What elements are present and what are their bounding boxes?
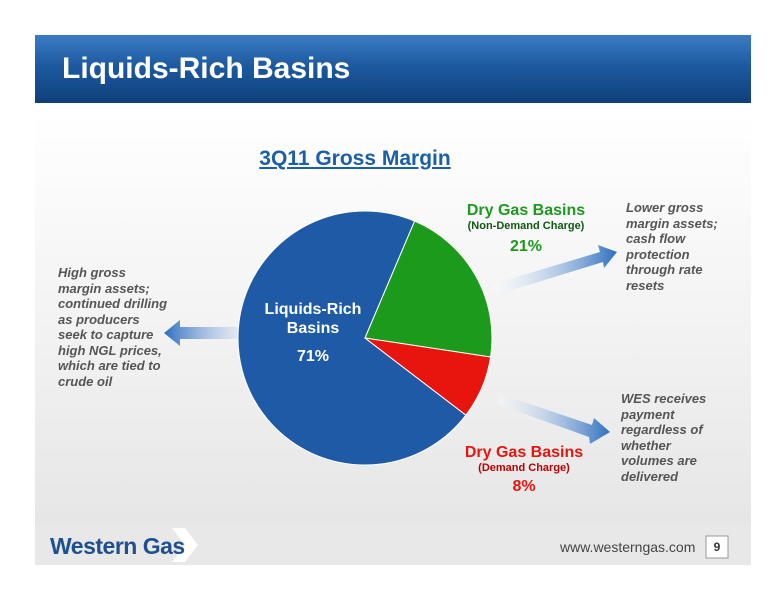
chart-title: 3Q11 Gross Margin [259,147,451,170]
pie-slice [237,210,467,466]
arrow-right-top [493,245,617,295]
pie [237,210,493,466]
slice-label: Dry Gas Basins [466,202,586,219]
pie-slice [364,220,493,358]
arrow-right-bottom [497,394,610,444]
slice-label: Dry Gas Basins [464,444,584,461]
annotation: High gross margin assets; continued dril… [58,265,168,389]
footer-chevron [172,528,198,562]
value-label: 71% [296,348,330,365]
annotation: Lower gross margin assets; cash flow pro… [626,200,718,293]
slice-sublabel: (Non-Demand Charge) [467,220,585,232]
value-label: 21% [509,238,543,255]
annotation: WES receives payment regardless of wheth… [621,391,707,484]
slice-sublabel: (Demand Charge) [478,462,570,474]
footer-band [35,525,751,565]
slice-label: Liquids-Rich Basins [264,301,362,337]
slide-title: Liquids-Rich Basins [62,52,351,85]
url: www.westerngas.com [560,539,696,555]
page-number: 9 [713,540,721,554]
header-band [35,35,751,103]
page-box [705,535,729,559]
arrow-left [164,320,262,346]
pie-slice [364,337,492,416]
value-label: 8% [512,478,536,495]
logo: Western Gas [50,533,185,559]
